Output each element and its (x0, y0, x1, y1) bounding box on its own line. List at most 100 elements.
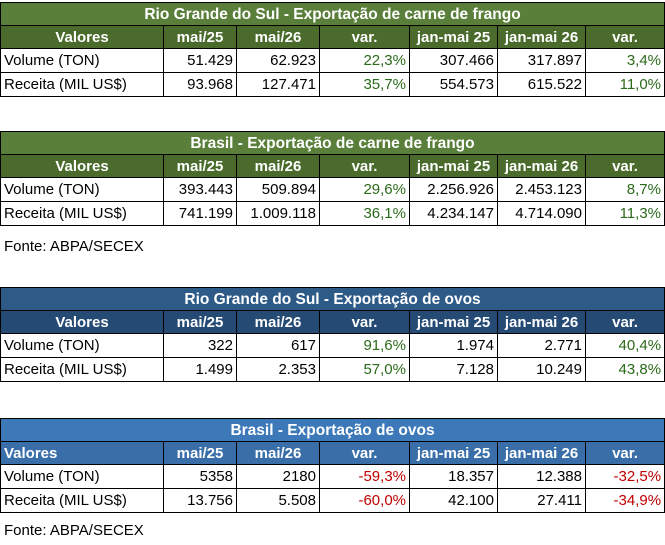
col-header: jan-mai 26 (497, 441, 586, 465)
variation-cell: 11,3% (585, 201, 665, 226)
col-header: jan-mai 25 (409, 310, 498, 334)
table-row: Volume (TON) 393.443 509.894 29,6% 2.256… (0, 177, 665, 202)
variation-cell: -60,0% (319, 488, 410, 513)
row-label: Volume (TON) (0, 464, 164, 489)
table-title: Rio Grande do Sul - Exportação de carne … (0, 2, 665, 26)
col-header: jan-mai 25 (409, 441, 498, 465)
row-label: Receita (MIL US$) (0, 488, 164, 513)
cell: 127.471 (236, 72, 320, 97)
cell: 2.353 (236, 357, 320, 382)
col-header: Valores (0, 154, 164, 178)
cell: 10.249 (497, 357, 586, 382)
brasil-frango-table: Brasil - Exportação de carne de frango V… (0, 131, 665, 226)
variation-cell: 57,0% (319, 357, 410, 382)
cell: 5358 (163, 464, 237, 489)
cell: 4.234.147 (409, 201, 498, 226)
table-title: Rio Grande do Sul - Exportação de ovos (0, 287, 665, 311)
col-header: var. (319, 441, 410, 465)
variation-cell: -32,5% (584, 464, 665, 489)
col-header: Valores (0, 25, 164, 49)
col-header: var. (585, 154, 665, 178)
cell: 13.756 (163, 488, 237, 513)
cell: 18.357 (409, 464, 498, 489)
source-note: Fonte: ABPA/SECEX (4, 522, 144, 539)
variation-cell: 8,7% (585, 177, 665, 202)
col-header: var. (584, 25, 665, 49)
table-row: Volume (TON) 322 617 91,6% 1.974 2.771 4… (0, 333, 665, 358)
row-label: Receita (MIL US$) (0, 357, 164, 382)
cell: 307.466 (409, 48, 498, 73)
cell: 322 (163, 333, 237, 358)
cell: 62.923 (236, 48, 320, 73)
table-row: Receita (MIL US$) 13.756 5.508 -60,0% 42… (0, 488, 665, 513)
cell: 2180 (236, 464, 320, 489)
cell: 2.256.926 (409, 177, 498, 202)
variation-cell: -34,9% (584, 488, 665, 513)
variation-cell: 36,1% (319, 201, 410, 226)
variation-cell: 29,6% (319, 177, 410, 202)
table-row: Receita (MIL US$) 93.968 127.471 35,7% 5… (0, 72, 665, 97)
col-header: Valores (0, 441, 164, 465)
table-row: Receita (MIL US$) 741.199 1.009.118 36,1… (0, 201, 665, 226)
cell: 1.009.118 (236, 201, 320, 226)
cell: 617 (236, 333, 320, 358)
cell: 5.508 (236, 488, 320, 513)
cell: 12.388 (497, 464, 586, 489)
col-header: var. (584, 310, 665, 334)
cell: 1.974 (409, 333, 498, 358)
col-header: mai/25 (163, 441, 237, 465)
col-header: jan-mai 26 (497, 310, 586, 334)
col-header: jan-mai 26 (497, 154, 586, 178)
col-header: mai/26 (236, 25, 320, 49)
col-header: mai/26 (236, 310, 320, 334)
table-row: Receita (MIL US$) 1.499 2.353 57,0% 7.12… (0, 357, 665, 382)
cell: 27.411 (497, 488, 586, 513)
table-row: Volume (TON) 51.429 62.923 22,3% 307.466… (0, 48, 665, 73)
variation-cell: 91,6% (319, 333, 410, 358)
col-header: var. (584, 441, 665, 465)
col-header: mai/25 (163, 154, 237, 178)
col-header: var. (319, 25, 410, 49)
cell: 741.199 (163, 201, 237, 226)
variation-cell: 35,7% (319, 72, 410, 97)
row-label: Volume (TON) (0, 48, 164, 73)
cell: 615.522 (497, 72, 586, 97)
col-header: mai/26 (236, 441, 320, 465)
cell: 393.443 (163, 177, 237, 202)
source-note: Fonte: ABPA/SECEX (4, 238, 144, 255)
col-header: mai/25 (163, 310, 237, 334)
table-title: Brasil - Exportação de ovos (0, 418, 665, 442)
cell: 42.100 (409, 488, 498, 513)
row-label: Receita (MIL US$) (0, 72, 164, 97)
cell: 509.894 (236, 177, 320, 202)
col-header: jan-mai 25 (409, 154, 498, 178)
variation-cell: 22,3% (319, 48, 410, 73)
cell: 51.429 (163, 48, 237, 73)
row-label: Volume (TON) (0, 177, 164, 202)
variation-cell: 11,0% (584, 72, 665, 97)
row-label: Receita (MIL US$) (0, 201, 164, 226)
cell: 317.897 (497, 48, 586, 73)
col-header: var. (319, 310, 410, 334)
cell: 2.453.123 (497, 177, 586, 202)
variation-cell: -59,3% (319, 464, 410, 489)
cell: 7.128 (409, 357, 498, 382)
variation-cell: 3,4% (584, 48, 665, 73)
col-header: jan-mai 25 (409, 25, 498, 49)
brasil-ovos-table: Brasil - Exportação de ovos Valores mai/… (0, 418, 665, 513)
variation-cell: 40,4% (584, 333, 665, 358)
col-header: var. (319, 154, 410, 178)
variation-cell: 43,8% (584, 357, 665, 382)
table-title: Brasil - Exportação de carne de frango (0, 131, 665, 155)
rs-frango-table: Rio Grande do Sul - Exportação de carne … (0, 2, 665, 97)
rs-ovos-table: Rio Grande do Sul - Exportação de ovos V… (0, 287, 665, 382)
col-header: Valores (0, 310, 164, 334)
cell: 554.573 (409, 72, 498, 97)
col-header: mai/25 (163, 25, 237, 49)
cell: 93.968 (163, 72, 237, 97)
row-label: Volume (TON) (0, 333, 164, 358)
col-header: mai/26 (236, 154, 320, 178)
col-header: jan-mai 26 (497, 25, 586, 49)
cell: 2.771 (497, 333, 586, 358)
cell: 4.714.090 (497, 201, 586, 226)
